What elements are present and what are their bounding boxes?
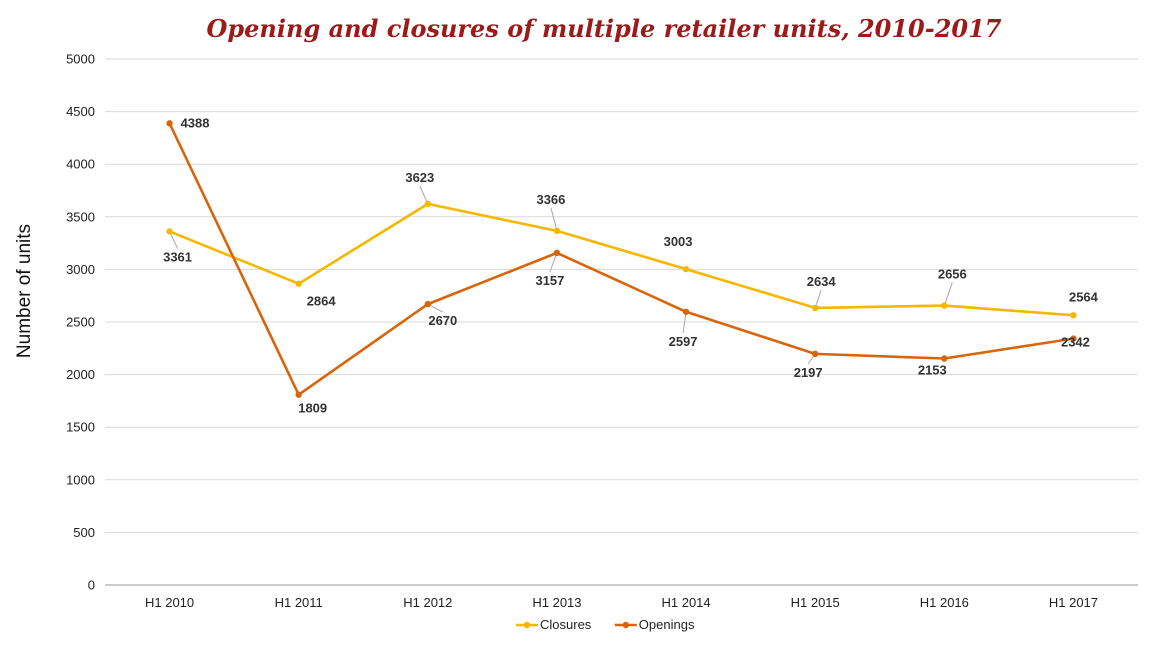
- data-point: [553, 227, 561, 235]
- data-label: 2197: [794, 365, 823, 380]
- label-leader-lines: [169, 185, 953, 365]
- data-label: 3157: [535, 273, 564, 288]
- label-leader: [550, 207, 558, 232]
- data-label: 1809: [298, 401, 327, 416]
- x-tick-label: H1 2014: [661, 595, 710, 610]
- chart-title: Opening and closures of multiple retaile…: [206, 14, 1002, 43]
- axes: 0 500 1000 1500 2000 2500 3000 3500 4000 4500 5000…: [66, 52, 1098, 611]
- data-label: 2656: [938, 267, 967, 282]
- legend-label: Closures: [540, 617, 592, 632]
- series-line-openings: [168, 122, 1074, 396]
- legend[interactable]: Closures Openings: [516, 617, 695, 632]
- data-label: 2634: [807, 274, 837, 289]
- x-tick-label: H1 2015: [791, 595, 840, 610]
- y-tick-label: 2500: [66, 315, 95, 330]
- label-leader: [943, 282, 953, 306]
- y-tick-label: 2000: [66, 367, 95, 382]
- data-point: [166, 228, 173, 235]
- data-point: [166, 120, 173, 127]
- x-tick-label: H1 2013: [532, 595, 581, 610]
- data-point: [941, 355, 948, 362]
- y-tick-label: 3500: [66, 209, 95, 224]
- data-point: [811, 304, 819, 312]
- y-tick-label: 4500: [66, 104, 95, 119]
- legend-item-openings[interactable]: Openings: [614, 617, 695, 632]
- data-label: 2670: [428, 313, 457, 328]
- data-point: [295, 391, 302, 398]
- data-label: 3003: [664, 234, 693, 249]
- x-tick-label: H1 2011: [275, 595, 323, 610]
- y-axis-title: Number of units: [14, 224, 35, 358]
- x-tick-label: H1 2010: [145, 595, 194, 610]
- y-tick-label: 500: [73, 525, 95, 540]
- data-label: 2564: [1069, 289, 1099, 304]
- legend-item-closures[interactable]: Closures: [516, 617, 592, 632]
- legend-swatch-marker: [523, 621, 531, 629]
- y-tick-label: 1000: [66, 472, 95, 487]
- data-point: [424, 300, 432, 308]
- data-label: 2153: [918, 363, 947, 378]
- series-lines: [166, 120, 1077, 398]
- label-leader: [682, 311, 687, 333]
- data-point: [295, 280, 302, 287]
- series-line-closures: [169, 202, 1074, 317]
- data-label: 3361: [163, 249, 192, 264]
- y-tick-label: 4000: [66, 157, 95, 172]
- data-point: [553, 249, 561, 257]
- data-point: [424, 200, 432, 208]
- y-tick-label: 1500: [66, 420, 95, 435]
- data-label: 4388: [181, 115, 210, 130]
- gridlines: [105, 58, 1138, 586]
- y-tick-label: 5000: [66, 52, 95, 67]
- x-tick-label: H1 2012: [403, 595, 452, 610]
- data-point: [1070, 312, 1077, 319]
- data-labels: 3361 2864 3623 3366 3003 2634 2656 2564 4388 1809…: [163, 115, 1099, 415]
- label-leader: [549, 252, 558, 273]
- y-tick-label: 0: [88, 578, 95, 593]
- data-point: [682, 265, 690, 273]
- label-leader: [419, 185, 429, 205]
- data-point: [682, 308, 690, 315]
- data-point: [811, 350, 819, 358]
- data-label: 2342: [1061, 335, 1090, 350]
- data-label: 2864: [307, 294, 337, 309]
- y-tick-label: 3000: [66, 262, 95, 277]
- data-label: 2597: [669, 334, 698, 349]
- legend-label: Openings: [639, 617, 695, 632]
- legend-swatch-marker: [622, 621, 629, 629]
- data-point: [1070, 335, 1077, 342]
- x-tick-label: H1 2017: [1049, 595, 1098, 610]
- data-point: [941, 302, 948, 309]
- x-tick-label: H1 2016: [920, 595, 969, 610]
- data-label: 3623: [405, 170, 434, 185]
- data-label: 3366: [536, 192, 565, 207]
